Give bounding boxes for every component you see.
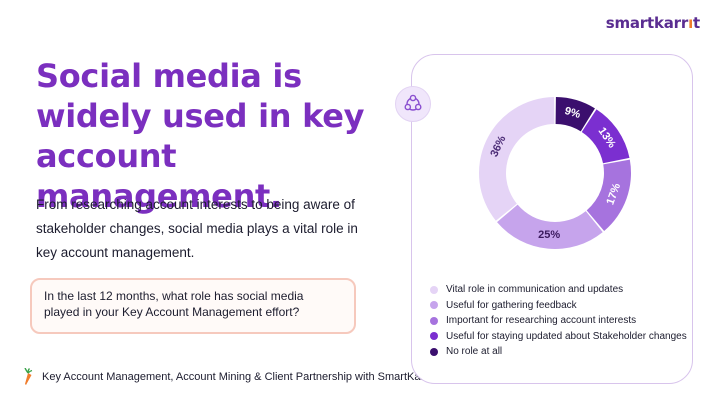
slice-label: 25% <box>538 229 560 241</box>
legend-swatch <box>430 285 438 294</box>
logo-text-end: t <box>693 14 700 32</box>
slice-label: 9% <box>563 105 582 121</box>
legend-swatch <box>430 347 438 356</box>
legend-item: No role at all <box>430 344 687 360</box>
survey-question-box: In the last 12 months, what role has soc… <box>30 278 356 334</box>
survey-question: In the last 12 months, what role has soc… <box>44 289 304 319</box>
chart-legend: Vital role in communication and updates U… <box>430 282 687 360</box>
legend-label: Important for researching account intere… <box>446 315 637 327</box>
donut-chart: 36%25%17%13%9% <box>479 97 631 249</box>
legend-item: Useful for gathering feedback <box>430 298 687 314</box>
network-nodes-icon <box>395 86 431 122</box>
legend-item: Vital role in communication and updates <box>430 282 687 298</box>
carrot-icon <box>24 368 33 385</box>
legend-label: Useful for gathering feedback <box>446 299 577 311</box>
body-text: From researching account interests to be… <box>36 197 358 260</box>
logo-text: smartkarr <box>605 14 689 32</box>
legend-label: Vital role in communication and updates <box>446 284 624 296</box>
legend-item: Important for researching account intere… <box>430 313 687 329</box>
legend-swatch <box>430 316 438 325</box>
donut-slice <box>581 109 630 164</box>
footer-text: Key Account Management, Account Mining &… <box>42 371 437 383</box>
headline: Social media is widely used in key accou… <box>36 57 365 215</box>
brand-logo: smartkarrıt <box>606 14 700 32</box>
donut-slice <box>555 97 595 132</box>
donut-slice <box>586 159 631 231</box>
donut-slice <box>479 97 555 221</box>
legend-label: Useful for staying updated about Stakeho… <box>446 330 687 342</box>
legend-swatch <box>430 301 438 310</box>
legend-label: No role at all <box>446 346 503 358</box>
legend-item: Useful for staying updated about Stakeho… <box>430 329 687 345</box>
legend-swatch <box>430 332 438 341</box>
footer: Key Account Management, Account Mining &… <box>22 368 437 386</box>
logo-carrot-glyph: ı <box>688 14 694 32</box>
donut-slice <box>497 204 603 249</box>
